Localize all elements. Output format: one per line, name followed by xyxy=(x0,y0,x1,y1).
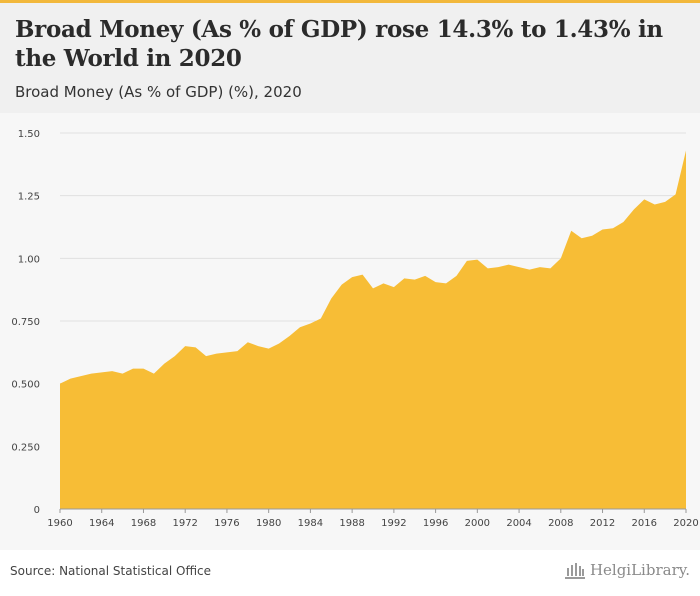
chart-title: Broad Money (As % of GDP) rose 14.3% to … xyxy=(15,16,663,72)
data-point[interactable] xyxy=(664,201,666,203)
data-point[interactable] xyxy=(539,266,541,268)
data-point[interactable] xyxy=(69,377,71,379)
data-point[interactable] xyxy=(403,277,405,279)
data-point[interactable] xyxy=(507,263,509,265)
data-point[interactable] xyxy=(570,230,572,232)
data-point[interactable] xyxy=(685,149,687,151)
data-point[interactable] xyxy=(487,267,489,269)
area-layer xyxy=(59,149,687,510)
x-tick-label: 1984 xyxy=(298,518,323,529)
y-tick-label: 0 xyxy=(34,505,40,516)
library-building-icon xyxy=(564,560,586,580)
chart-subtitle: Broad Money (As % of GDP) (%), 2020 xyxy=(15,83,302,101)
data-point[interactable] xyxy=(90,372,92,374)
data-point[interactable] xyxy=(111,370,113,372)
x-tick-label: 2008 xyxy=(548,518,573,529)
area-chart: 0 0.250 0.500 0.750 1.00 1.25 1.50 1960 1964 1968… xyxy=(11,129,698,529)
y-tick-label: 1.25 xyxy=(18,192,40,203)
data-point[interactable] xyxy=(361,273,363,275)
data-point[interactable] xyxy=(267,347,269,349)
x-tick-label: 1988 xyxy=(339,518,364,529)
data-point[interactable] xyxy=(59,382,61,384)
data-point[interactable] xyxy=(549,267,551,269)
brand-logo[interactable]: HelgiLibrary. xyxy=(564,560,690,580)
data-point[interactable] xyxy=(580,237,582,239)
x-tick-label: 2004 xyxy=(506,518,531,529)
data-point[interactable] xyxy=(215,352,217,354)
data-point[interactable] xyxy=(424,275,426,277)
data-point[interactable] xyxy=(654,203,656,205)
series-area xyxy=(60,150,686,510)
data-point[interactable] xyxy=(612,227,614,229)
data-point[interactable] xyxy=(445,282,447,284)
data-point[interactable] xyxy=(236,350,238,352)
data-point[interactable] xyxy=(601,228,603,230)
x-tick-label: 1964 xyxy=(89,518,114,529)
data-point[interactable] xyxy=(121,372,123,374)
data-point[interactable] xyxy=(226,351,228,353)
y-tick-label: 0.250 xyxy=(11,442,40,453)
data-point[interactable] xyxy=(372,287,374,289)
data-point[interactable] xyxy=(518,266,520,268)
x-tick-label: 1976 xyxy=(214,518,239,529)
data-point[interactable] xyxy=(528,268,530,270)
data-point[interactable] xyxy=(643,198,645,200)
x-tick-label: 1968 xyxy=(131,518,156,529)
data-point[interactable] xyxy=(674,193,676,195)
x-tick-label: 2000 xyxy=(465,518,490,529)
chart-header: Broad Money (As % of GDP) rose 14.3% to … xyxy=(0,3,700,113)
data-point[interactable] xyxy=(184,345,186,347)
data-point[interactable] xyxy=(142,367,144,369)
data-point[interactable] xyxy=(288,335,290,337)
data-point[interactable] xyxy=(393,286,395,288)
data-point[interactable] xyxy=(476,258,478,260)
data-point[interactable] xyxy=(414,278,416,280)
y-tick-label: 0.750 xyxy=(11,317,40,328)
data-point[interactable] xyxy=(622,221,624,223)
data-point[interactable] xyxy=(591,235,593,237)
x-tick-label: 1972 xyxy=(172,518,197,529)
data-point[interactable] xyxy=(80,375,82,377)
x-tick-label: 2016 xyxy=(632,518,657,529)
data-point[interactable] xyxy=(382,282,384,284)
axis-layer: 0 0.250 0.500 0.750 1.00 1.25 1.50 1960 1964 1968… xyxy=(11,129,698,529)
data-point[interactable] xyxy=(257,345,259,347)
x-tick-label: 1960 xyxy=(47,518,72,529)
data-point[interactable] xyxy=(247,341,249,343)
data-point[interactable] xyxy=(466,260,468,262)
x-tick-label: 1992 xyxy=(381,518,406,529)
x-tick-label: 2020 xyxy=(673,518,698,529)
data-point[interactable] xyxy=(434,281,436,283)
data-point[interactable] xyxy=(455,275,457,277)
x-tick-label: 1980 xyxy=(256,518,281,529)
data-point[interactable] xyxy=(309,322,311,324)
data-point[interactable] xyxy=(330,297,332,299)
source-note: Source: National Statistical Office xyxy=(10,564,212,578)
brand-name: HelgiLibrary. xyxy=(589,561,690,579)
x-tick-label: 1996 xyxy=(423,518,448,529)
data-point[interactable] xyxy=(278,342,280,344)
y-tick-label: 1.00 xyxy=(18,254,40,265)
data-point[interactable] xyxy=(351,276,353,278)
data-point[interactable] xyxy=(132,367,134,369)
y-tick-label: 1.50 xyxy=(18,129,40,140)
data-point[interactable] xyxy=(174,355,176,357)
x-tick-label: 2012 xyxy=(590,518,615,529)
data-point[interactable] xyxy=(341,283,343,285)
data-point[interactable] xyxy=(153,372,155,374)
data-point[interactable] xyxy=(320,317,322,319)
data-point[interactable] xyxy=(205,355,207,357)
data-point[interactable] xyxy=(163,362,165,364)
data-point[interactable] xyxy=(633,208,635,210)
data-point[interactable] xyxy=(497,266,499,268)
data-point[interactable] xyxy=(101,371,103,373)
top-accent-bar xyxy=(0,0,700,3)
data-point[interactable] xyxy=(194,346,196,348)
data-point[interactable] xyxy=(299,326,301,328)
data-point[interactable] xyxy=(560,257,562,259)
y-tick-label: 0.500 xyxy=(11,380,40,391)
